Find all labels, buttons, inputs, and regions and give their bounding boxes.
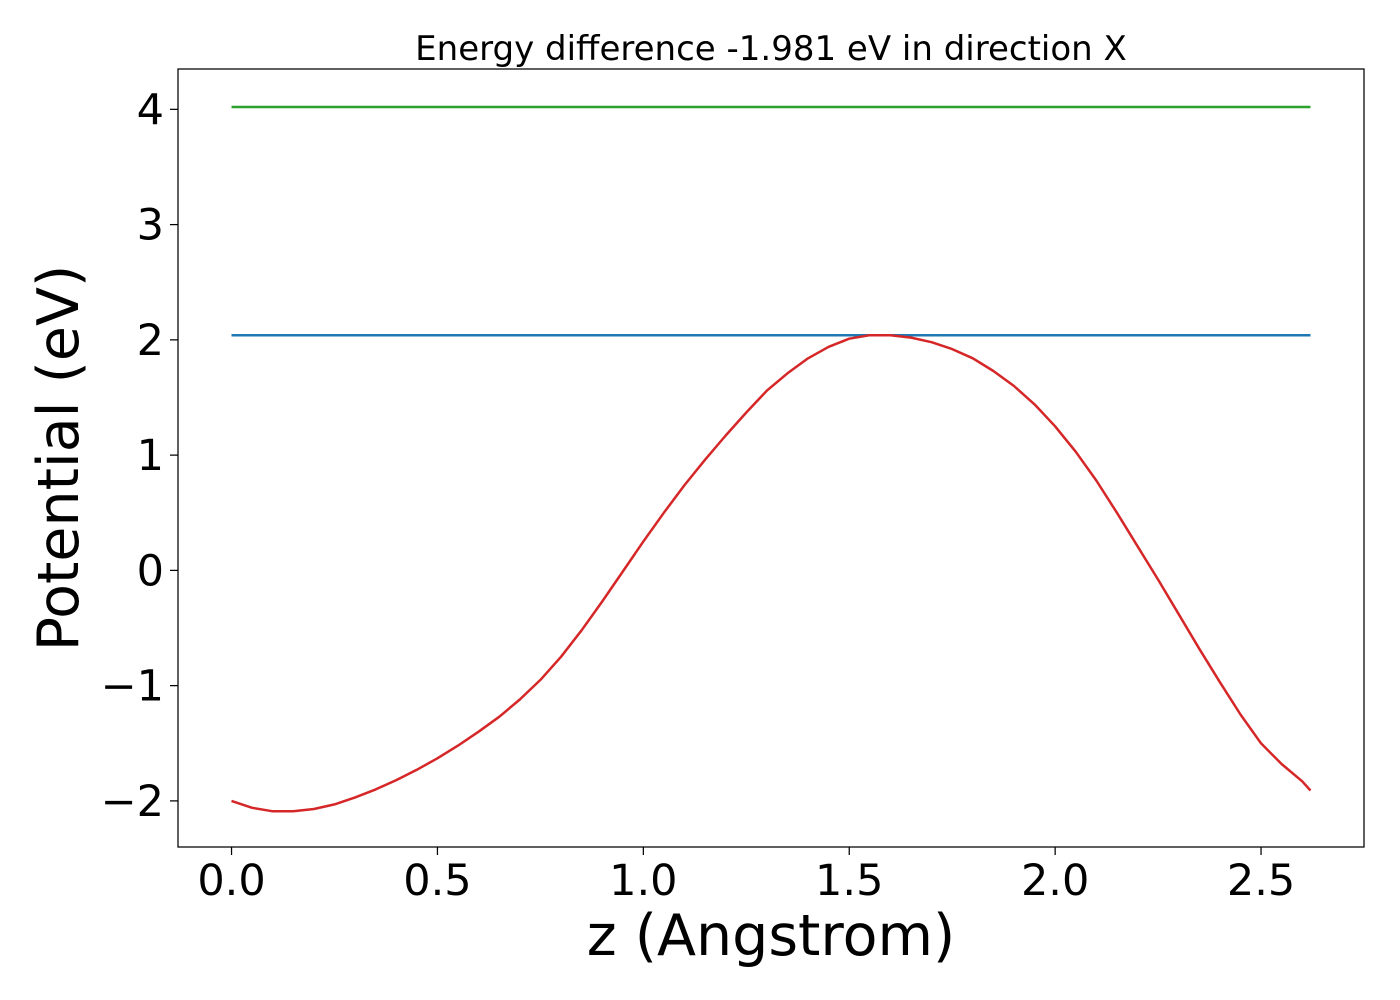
chart-title: Energy difference -1.981 eV in direction… (415, 29, 1127, 69)
y-tick-label: 4 (137, 85, 164, 135)
x-tick-label: 0.5 (403, 856, 471, 906)
x-axis-label: z (Angstrom) (587, 903, 955, 969)
axes-frame (177, 68, 1365, 848)
x-tick-label: 1.5 (815, 856, 883, 906)
y-tick-label: 2 (137, 316, 164, 366)
y-tick-label: −2 (101, 777, 164, 827)
x-tick-label: 1.0 (609, 856, 677, 906)
x-tick-label: 2.0 (1021, 856, 1089, 906)
x-tick-label: 0.0 (197, 856, 265, 906)
y-axis-label: Potential (eV) (26, 265, 92, 651)
series-line-2 (231, 333, 1312, 813)
x-tick-label: 2.5 (1227, 856, 1295, 906)
y-tick-label: −1 (101, 662, 164, 712)
y-tick-label: 3 (137, 201, 164, 251)
x-axis: 0.0 0.5 1.0 1.5 2.0 2.5 (197, 847, 1295, 906)
y-axis: −2 −1 0 1 2 3 4 (101, 85, 178, 827)
y-tick-label: 1 (137, 431, 164, 481)
y-tick-label: 0 (137, 546, 164, 596)
plot-area (231, 105, 1312, 813)
